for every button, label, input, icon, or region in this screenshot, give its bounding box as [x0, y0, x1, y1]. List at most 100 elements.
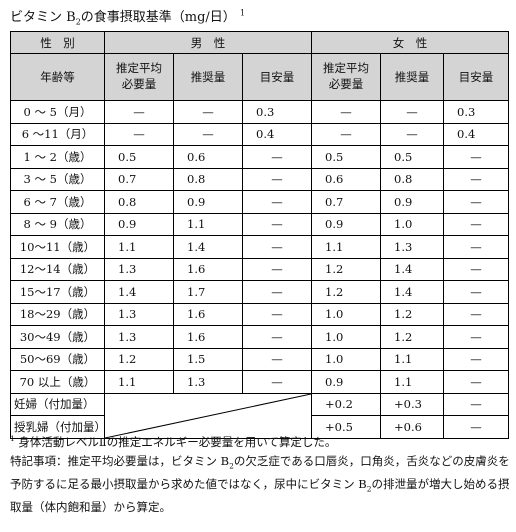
- cell: —: [311, 122, 382, 146]
- cell: 1.3: [104, 302, 174, 326]
- cell: —: [241, 302, 313, 326]
- cell: 0.9: [173, 190, 243, 214]
- table-row: 1 ～ 2（歳） 0.5 0.6 — 0.5 0.5 —: [10, 145, 510, 169]
- table-row: 10～11（歳） 1.1 1.4 — 1.1 1.3 —: [10, 235, 510, 259]
- cell: 1.1: [104, 235, 174, 259]
- cell: —: [380, 100, 445, 124]
- cell: 1.3: [104, 257, 174, 281]
- cell: 1.6: [173, 257, 243, 281]
- cell: —: [241, 325, 313, 349]
- age-label: 0 ～ 5（月）: [10, 100, 105, 124]
- cell: +0.6: [380, 415, 445, 439]
- cell: 1.1: [173, 212, 243, 236]
- cell: —: [241, 370, 313, 394]
- cell: 0.3: [443, 100, 510, 124]
- cell: —: [443, 257, 510, 281]
- cell: 0.9: [380, 190, 445, 214]
- table-row: 8 ～ 9（歳） 0.9 1.1 — 0.9 1.0 —: [10, 212, 510, 236]
- cell: —: [104, 122, 174, 146]
- cell: 1.2: [380, 302, 445, 326]
- cell: —: [173, 100, 243, 124]
- cell: +0.3: [380, 392, 445, 416]
- cell: 0.6: [173, 145, 243, 169]
- age-label: 1 ～ 2（歳）: [10, 145, 105, 169]
- cell: —: [443, 145, 510, 169]
- header-male-ai: 目安量: [241, 53, 313, 101]
- cell: 1.0: [311, 325, 382, 349]
- title-subscript: 2: [75, 17, 81, 27]
- cell: 1.1: [311, 235, 382, 259]
- cell: 1.6: [173, 302, 243, 326]
- cell: 0.4: [443, 122, 510, 146]
- table-row: 50～69（歳） 1.2 1.5 — 1.0 1.1 —: [10, 347, 510, 371]
- title-suffix: の食事摂取基準（mg/日）: [80, 10, 236, 25]
- header-age: 年齢等: [10, 53, 105, 101]
- cell: —: [443, 415, 510, 439]
- title-footnote-mark: 1: [239, 8, 246, 18]
- header-female: 女 性: [311, 31, 510, 54]
- diagonal-line: [105, 394, 311, 438]
- table-row: 30～49（歳） 1.3 1.6 — 1.0 1.2 —: [10, 325, 510, 349]
- header-female-ear: 推定平均 必要量: [311, 53, 382, 101]
- table-row: 3 ～ 5（歳） 0.7 0.8 — 0.6 0.8 —: [10, 167, 510, 191]
- cell: +0.5: [311, 415, 382, 439]
- title-prefix: ビタミン B: [10, 10, 76, 25]
- cell: 1.2: [311, 257, 382, 281]
- cell: 1.4: [173, 235, 243, 259]
- cell: —: [443, 235, 510, 259]
- cell: 1.5: [173, 347, 243, 371]
- cell: —: [241, 347, 313, 371]
- header-male-rda: 推奨量: [173, 53, 243, 101]
- header-female-ai: 目安量: [443, 53, 510, 101]
- cell: 0.5: [311, 145, 382, 169]
- group-label: 授乳婦（付加量）: [10, 415, 106, 439]
- cell: 1.1: [104, 370, 174, 394]
- table-row: 妊婦（付加量） +0.2 +0.3 —: [10, 392, 510, 439]
- cell: 0.4: [241, 122, 313, 146]
- age-label: 3 ～ 5（歳）: [10, 167, 105, 191]
- age-label: 8 ～ 9（歳）: [10, 212, 105, 236]
- cell: —: [241, 235, 313, 259]
- cell: 0.5: [104, 145, 174, 169]
- cell: +0.2: [311, 392, 382, 416]
- header-male-ear: 推定平均 必要量: [104, 53, 174, 101]
- age-label: 6 ～11（月）: [10, 122, 105, 146]
- cell: 1.2: [311, 280, 382, 304]
- cell: 1.4: [380, 257, 445, 281]
- group-label: 妊婦（付加量）: [10, 392, 105, 416]
- table-title: ビタミン B2の食事摂取基準（mg/日） 1: [10, 6, 245, 27]
- footnote-1: 1 身体活動レベルⅡの推定エネルギー必要量を用いて算定した。: [10, 434, 337, 449]
- cell: 1.3: [380, 235, 445, 259]
- cell: 1.2: [380, 325, 445, 349]
- age-label: 30～49（歳）: [10, 325, 105, 349]
- cell: 0.8: [173, 167, 243, 191]
- table-row: 6 ～ 7（歳） 0.8 0.9 — 0.7 0.9 —: [10, 190, 510, 214]
- cell: 0.8: [104, 190, 174, 214]
- cell: —: [443, 190, 510, 214]
- cell: 1.4: [104, 280, 174, 304]
- cell: —: [443, 167, 510, 191]
- cell: —: [443, 212, 510, 236]
- age-label: 15～17（歳）: [10, 280, 105, 304]
- cell: 1.2: [104, 347, 174, 371]
- table-row: 6 ～11（月） — — 0.4 — — 0.4: [10, 122, 510, 146]
- age-label: 70 以上（歳）: [10, 370, 105, 394]
- cell: 1.0: [380, 212, 445, 236]
- table-row: 18～29（歳） 1.3 1.6 — 1.0 1.2 —: [10, 302, 510, 326]
- cell: 0.3: [241, 100, 313, 124]
- special-note: 特記事項：推定平均必要量は，ビタミン B2の欠乏症である口唇炎，口角炎，舌炎など…: [10, 453, 510, 515]
- table-row: 15～17（歳） 1.4 1.7 — 1.2 1.4 —: [10, 280, 510, 304]
- cell: —: [380, 122, 445, 146]
- cell: —: [443, 325, 510, 349]
- table-row: 12～14（歳） 1.3 1.6 — 1.2 1.4 —: [10, 257, 510, 281]
- age-label: 12～14（歳）: [10, 257, 105, 281]
- cell: —: [241, 167, 313, 191]
- age-label: 6 ～ 7（歳）: [10, 190, 105, 214]
- age-label: 50～69（歳）: [10, 347, 105, 371]
- cell: 0.9: [311, 212, 382, 236]
- intake-standard-table: 性 別 男 性 女 性 年齢等 推定平均 必要量 推奨量 目安量 推定平均 必要量 …: [10, 31, 510, 439]
- not-applicable-cell: [103, 392, 313, 439]
- age-label: 18～29（歳）: [10, 302, 105, 326]
- table-row: 70 以上（歳） 1.1 1.3 — 0.9 1.1 —: [10, 370, 510, 394]
- cell: 1.3: [173, 370, 243, 394]
